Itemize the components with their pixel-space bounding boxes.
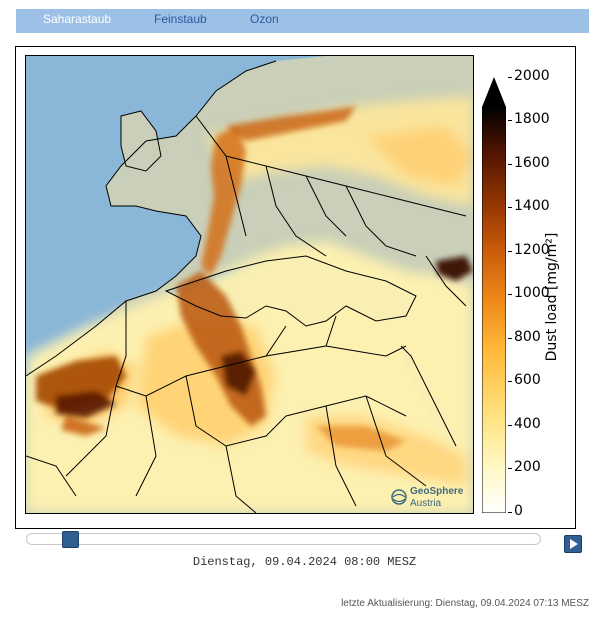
geosphere-logo-icon xyxy=(391,489,407,505)
colorbar-tick xyxy=(508,120,512,121)
colorbar-tick xyxy=(508,468,512,469)
colorbar-tick-label: 200 xyxy=(514,459,541,475)
logo-text-austria: Austria xyxy=(410,498,442,509)
colorbar xyxy=(482,77,506,513)
play-button[interactable] xyxy=(564,535,582,553)
dust-map-image xyxy=(26,56,473,513)
colorbar-tick xyxy=(508,512,512,513)
colorbar-tick-label: 1600 xyxy=(514,155,550,171)
colorbar-tick xyxy=(508,381,512,382)
colorbar-tick-label: 800 xyxy=(514,329,541,345)
colorbar-label: Dust load [mg/m²] xyxy=(544,232,560,362)
tab-ozon[interactable]: Ozon xyxy=(250,12,279,26)
colorbar-tick xyxy=(508,338,512,339)
colorbar-tick-label: 1800 xyxy=(514,111,550,127)
colorbar-tick xyxy=(508,251,512,252)
last-updated: letzte Aktualisierung: Dienstag, 09.04.2… xyxy=(341,598,589,609)
colorbar-tick-label: 2000 xyxy=(514,68,550,84)
dust-map: GeoSphere Austria xyxy=(25,55,474,514)
tab-saharastaub[interactable]: Saharastaub xyxy=(43,12,112,26)
play-icon xyxy=(570,539,578,549)
product-tabbar: Saharastaub Feinstaub Ozon xyxy=(16,9,589,33)
colorbar-tick xyxy=(508,207,512,208)
colorbar-tick-label: 1000 xyxy=(514,285,550,301)
time-slider-handle[interactable] xyxy=(62,531,79,548)
colorbar-tick-label: 0 xyxy=(514,503,523,519)
colorbar-tick-label: 600 xyxy=(514,372,541,388)
colorbar-tick-label: 1400 xyxy=(514,198,550,214)
colorbar-tick xyxy=(508,294,512,295)
colorbar-tick xyxy=(508,77,512,78)
colorbar-tick-label: 400 xyxy=(514,416,541,432)
geosphere-logo: GeoSphere Austria xyxy=(388,484,468,513)
logo-text-geosphere: GeoSphere xyxy=(410,486,464,497)
forecast-figure: GeoSphere Austria 2000 1800 1600 1400 xyxy=(15,46,576,529)
colorbar-tick xyxy=(508,425,512,426)
time-slider-track[interactable] xyxy=(26,533,541,545)
colorbar-tick-label: 1200 xyxy=(514,242,550,258)
forecast-timestamp: Dienstag, 09.04.2024 08:00 MESZ xyxy=(192,555,417,569)
tab-feinstaub[interactable]: Feinstaub xyxy=(154,12,207,26)
colorbar-tick xyxy=(508,164,512,165)
